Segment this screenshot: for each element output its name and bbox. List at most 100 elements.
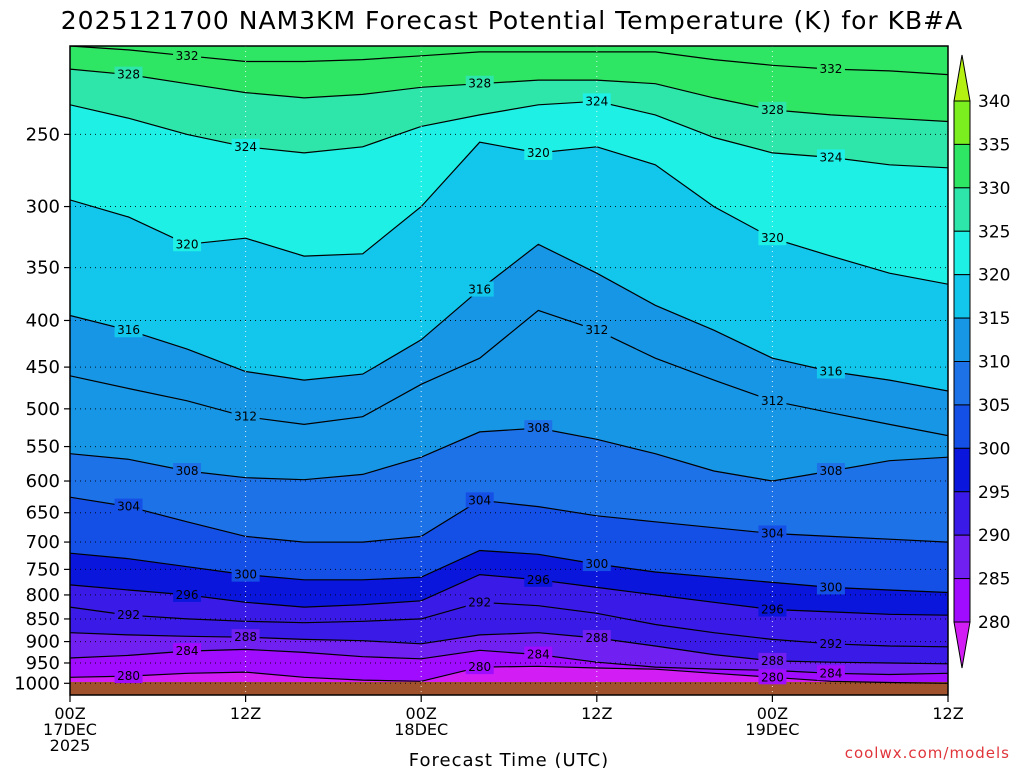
- contour-304: [70, 496, 948, 543]
- x-tick-label-48-1: 19DEC: [745, 720, 799, 739]
- colorbar-swatch-300: [953, 404, 971, 449]
- contour-label-312: 312: [761, 394, 784, 408]
- band-308-312: [70, 310, 948, 481]
- colorbar-tick-285: 285: [978, 570, 1010, 590]
- contour-label-284: 284: [819, 666, 842, 680]
- contour-300: [70, 549, 948, 594]
- x-tick-label-0-2: 2025: [50, 736, 91, 755]
- x-tick-label-0-1: 17DEC: [43, 720, 97, 739]
- colorbar-top-arrow: [953, 54, 971, 102]
- contour-label-bg: [758, 101, 787, 117]
- colorbar-swatch-310: [953, 317, 971, 363]
- y-tick-label-550: 550: [26, 437, 60, 458]
- contour-lines: [70, 46, 948, 684]
- contour-label-332: 332: [819, 62, 842, 76]
- contour-label-bg: [524, 420, 553, 436]
- y-tick-label-700: 700: [26, 532, 60, 553]
- contour-label-bg: [465, 281, 494, 297]
- x-axis-label: Forecast Time (UTC): [409, 750, 609, 768]
- y-tick-label-500: 500: [26, 399, 60, 420]
- contour-label-bg: [758, 392, 787, 408]
- contour-288: [70, 632, 948, 665]
- x-tick-label-12-0: 12Z: [230, 704, 261, 723]
- contour-292: [70, 601, 948, 648]
- contour-labels: 280 280 280 284 284 284 288 288 288 292 292 292 296 2…: [114, 47, 845, 685]
- contour-label-bg: [114, 498, 143, 514]
- contour-label-bg: [231, 629, 260, 645]
- colorbar-tick-295: 295: [978, 483, 1010, 503]
- contour-label-300: 300: [585, 557, 608, 571]
- contour-label-bg: [524, 571, 553, 587]
- x-tick-label-0-0: 00Z: [54, 704, 85, 723]
- contour-label-312: 312: [585, 323, 608, 337]
- contour-324: [70, 100, 948, 169]
- x-tick-label-48-0: 00Z: [757, 704, 788, 723]
- y-tick-label-1000: 1000: [14, 673, 60, 694]
- contour-label-bg: [758, 601, 787, 617]
- contour-label-312: 312: [234, 410, 257, 424]
- contour-label-bg: [465, 594, 494, 610]
- contour-label-284: 284: [527, 648, 550, 662]
- contour-label-324: 324: [819, 150, 842, 164]
- contour-label-bg: [816, 665, 845, 681]
- y-tick-label-950: 950: [26, 653, 60, 674]
- contour-label-280: 280: [117, 669, 140, 683]
- contour-label-bg: [173, 236, 202, 252]
- grid-lines: [70, 46, 948, 695]
- contour-label-bg: [524, 646, 553, 662]
- contour-label-bg: [524, 144, 553, 160]
- contour-label-bg: [114, 66, 143, 82]
- contour-label-bg: [231, 408, 260, 424]
- colorbar-swatch-290: [953, 491, 971, 536]
- contour-308: [70, 427, 948, 482]
- contour-label-bg: [114, 322, 143, 338]
- colorbar-tick-300: 300: [978, 439, 1010, 459]
- y-tick-label-300: 300: [26, 197, 60, 218]
- contour-label-bg: [816, 149, 845, 165]
- y-tick-label-400: 400: [26, 310, 60, 331]
- x-tick-label-36-0: 12Z: [581, 704, 612, 723]
- contour-label-308: 308: [819, 464, 842, 478]
- colorbar-tick-325: 325: [978, 222, 1010, 242]
- band-332-336: [70, 46, 948, 75]
- plot-frame: [69, 45, 949, 696]
- y-tick-label-450: 450: [26, 357, 60, 378]
- contour-label-292: 292: [819, 637, 842, 651]
- contour-label-bg: [465, 659, 494, 675]
- band-292-296: [70, 574, 948, 647]
- contour-label-284: 284: [176, 644, 199, 658]
- contour-label-bg: [582, 630, 611, 646]
- colorbar-tick-310: 310: [978, 353, 1010, 373]
- contour-label-bg: [465, 492, 494, 508]
- contour-label-320: 320: [761, 231, 784, 245]
- y-tick-label-850: 850: [26, 609, 60, 630]
- credit-text: coolwx.com/models: [845, 744, 1010, 762]
- contour-label-bg: [816, 462, 845, 478]
- contour-332: [70, 46, 948, 76]
- x-tick-label-24-1: 18DEC: [394, 720, 448, 739]
- band-284-288: [70, 632, 948, 675]
- contour-284: [70, 648, 948, 676]
- contour-label-328: 328: [117, 68, 140, 82]
- contour-label-328: 328: [761, 103, 784, 117]
- y-tick-label-800: 800: [26, 585, 60, 606]
- contour-label-bg: [758, 669, 787, 685]
- contour-label-288: 288: [761, 654, 784, 668]
- contour-label-324: 324: [585, 94, 608, 108]
- contour-label-304: 304: [117, 500, 140, 514]
- y-tick-label-350: 350: [26, 258, 60, 279]
- colorbar-tick-330: 330: [978, 179, 1010, 199]
- colorbar-tick-305: 305: [978, 396, 1010, 416]
- band-300-304: [70, 497, 948, 593]
- contour-label-280: 280: [761, 670, 784, 684]
- contour-label-292: 292: [117, 608, 140, 622]
- contour-label-328: 328: [468, 77, 491, 91]
- y-axis: 2503003504004505005506006507007508008509…: [14, 124, 70, 694]
- contour-label-332: 332: [176, 49, 199, 63]
- colorbar-swatch-295: [953, 447, 971, 493]
- y-tick-label-650: 650: [26, 503, 60, 524]
- band-304-308: [70, 428, 948, 543]
- contour-label-300: 300: [234, 568, 257, 582]
- contour-316: [70, 243, 948, 392]
